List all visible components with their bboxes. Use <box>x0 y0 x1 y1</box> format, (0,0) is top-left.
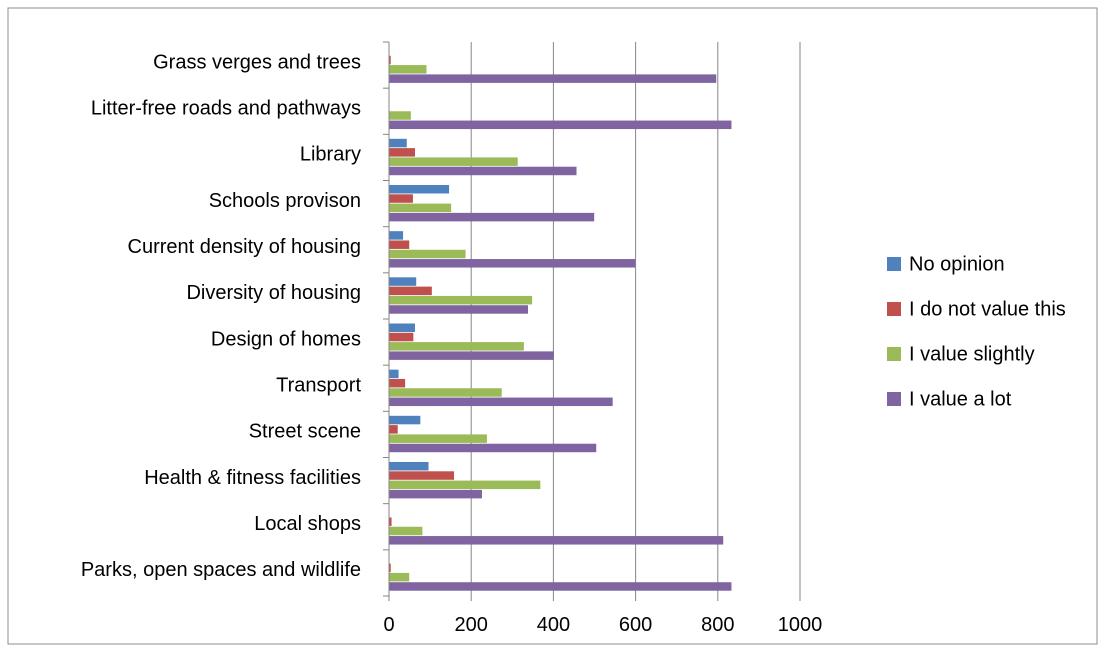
x-tick-label: 1000 <box>778 614 823 636</box>
bar-i-value-a-lot-litter-free-roads-and-pathways <box>389 120 732 130</box>
bar-i-value-slightly-diversity-of-housing <box>389 295 533 305</box>
x-tick-label: 200 <box>455 614 488 636</box>
bar-i-value-a-lot-library <box>389 166 577 176</box>
category-label-transport: Transport <box>276 375 361 397</box>
bar-i-value-a-lot-current-density-of-housing <box>389 259 636 268</box>
bar-no-opinion-street-scene <box>389 415 421 425</box>
legend-swatch-i-value-a-lot <box>887 392 901 406</box>
bar-i-value-a-lot-design-of-homes <box>389 351 554 360</box>
legend-label-i-do-not-value-this: I do not value this <box>909 298 1066 320</box>
axes <box>383 41 801 601</box>
category-label-litter-free-roads-and-pathways: Litter-free roads and pathways <box>91 98 361 120</box>
x-tick-labels: 0 200 400 600 800 1000 <box>383 614 822 636</box>
bar-i-value-slightly-schools-provison <box>389 203 452 213</box>
category-label-grass-verges-and-trees: Grass verges and trees <box>153 51 361 73</box>
legend-label-i-value-slightly: I value slightly <box>909 343 1035 365</box>
bar-i-do-not-value-this-transport <box>389 378 406 388</box>
category-label-current-density-of-housing: Current density of housing <box>128 236 361 258</box>
bar-i-value-slightly-current-density-of-housing <box>389 249 466 259</box>
category-labels: Grass verges and trees Litter-free roads … <box>81 51 362 581</box>
legend-swatch-i-value-slightly <box>887 347 901 361</box>
bar-i-value-slightly-parks-open-spaces-and-wildlife <box>389 572 410 582</box>
bar-i-do-not-value-this-health-and-fitness-facilities <box>389 471 455 480</box>
bar-i-value-a-lot-diversity-of-housing <box>389 305 529 314</box>
bar-i-value-slightly-design-of-homes <box>389 342 524 351</box>
category-label-library: Library <box>300 144 361 166</box>
bar-i-value-a-lot-health-and-fitness-facilities <box>389 489 482 499</box>
bar-i-do-not-value-this-local-shops <box>389 517 392 526</box>
bar-i-value-slightly-street-scene <box>389 434 487 443</box>
bar-i-value-a-lot-grass-verges-and-trees <box>389 74 717 83</box>
x-tick-label: 400 <box>537 614 570 636</box>
bar-i-value-a-lot-parks-open-spaces-and-wildlife <box>389 582 732 591</box>
gridlines <box>470 42 801 596</box>
bar-i-do-not-value-this-diversity-of-housing <box>389 286 432 296</box>
bar-no-opinion-transport <box>389 369 399 379</box>
bar-no-opinion-library <box>389 138 407 148</box>
bar-i-value-slightly-grass-verges-and-trees <box>389 65 427 74</box>
bar-i-do-not-value-this-parks-open-spaces-and-wildlife <box>389 563 391 573</box>
bars <box>389 55 732 591</box>
legend-swatch-no-opinion <box>887 257 901 271</box>
category-label-diversity-of-housing: Diversity of housing <box>186 282 361 304</box>
bar-i-do-not-value-this-schools-provison <box>389 194 413 203</box>
bar-no-opinion-health-and-fitness-facilities <box>389 461 429 471</box>
bar-no-opinion-design-of-homes <box>389 323 415 332</box>
bar-no-opinion-current-density-of-housing <box>389 231 404 240</box>
x-tick-label: 800 <box>701 614 734 636</box>
category-label-schools-provison: Schools provison <box>209 190 361 212</box>
bar-i-value-slightly-health-and-fitness-facilities <box>389 480 541 490</box>
bar-i-value-slightly-local-shops <box>389 526 423 536</box>
bar-i-do-not-value-this-grass-verges-and-trees <box>389 55 391 65</box>
bar-i-value-a-lot-schools-provison <box>389 212 595 222</box>
category-label-local-shops: Local shops <box>254 513 361 535</box>
category-label-health-and-fitness-facilities: Health & fitness facilities <box>144 467 361 489</box>
legend: No opinion I do not value this I value sli… <box>887 253 1066 410</box>
bar-i-value-slightly-library <box>389 157 518 166</box>
bar-no-opinion-schools-provison <box>389 184 450 194</box>
bar-i-value-slightly-litter-free-roads-and-pathways <box>389 111 411 120</box>
bar-i-value-a-lot-street-scene <box>389 443 597 453</box>
bar-i-do-not-value-this-street-scene <box>389 425 398 434</box>
category-label-design-of-homes: Design of homes <box>211 328 361 350</box>
bar-i-do-not-value-this-current-density-of-housing <box>389 240 410 249</box>
category-label-parks-open-spaces-and-wildlife: Parks, open spaces and wildlife <box>81 559 361 581</box>
bar-i-value-slightly-transport <box>389 388 502 397</box>
bar-i-do-not-value-this-design-of-homes <box>389 332 414 342</box>
legend-swatch-i-do-not-value-this <box>887 302 901 316</box>
bar-no-opinion-diversity-of-housing <box>389 277 417 286</box>
legend-label-i-value-a-lot: I value a lot <box>909 388 1012 410</box>
bar-i-do-not-value-this-library <box>389 148 415 157</box>
bar-i-value-a-lot-transport <box>389 397 613 407</box>
bar-i-value-a-lot-local-shops <box>389 536 724 545</box>
category-label-street-scene: Street scene <box>249 421 361 443</box>
legend-label-no-opinion: No opinion <box>909 253 1005 275</box>
x-tick-label: 0 <box>383 614 394 636</box>
x-tick-label: 600 <box>619 614 652 636</box>
